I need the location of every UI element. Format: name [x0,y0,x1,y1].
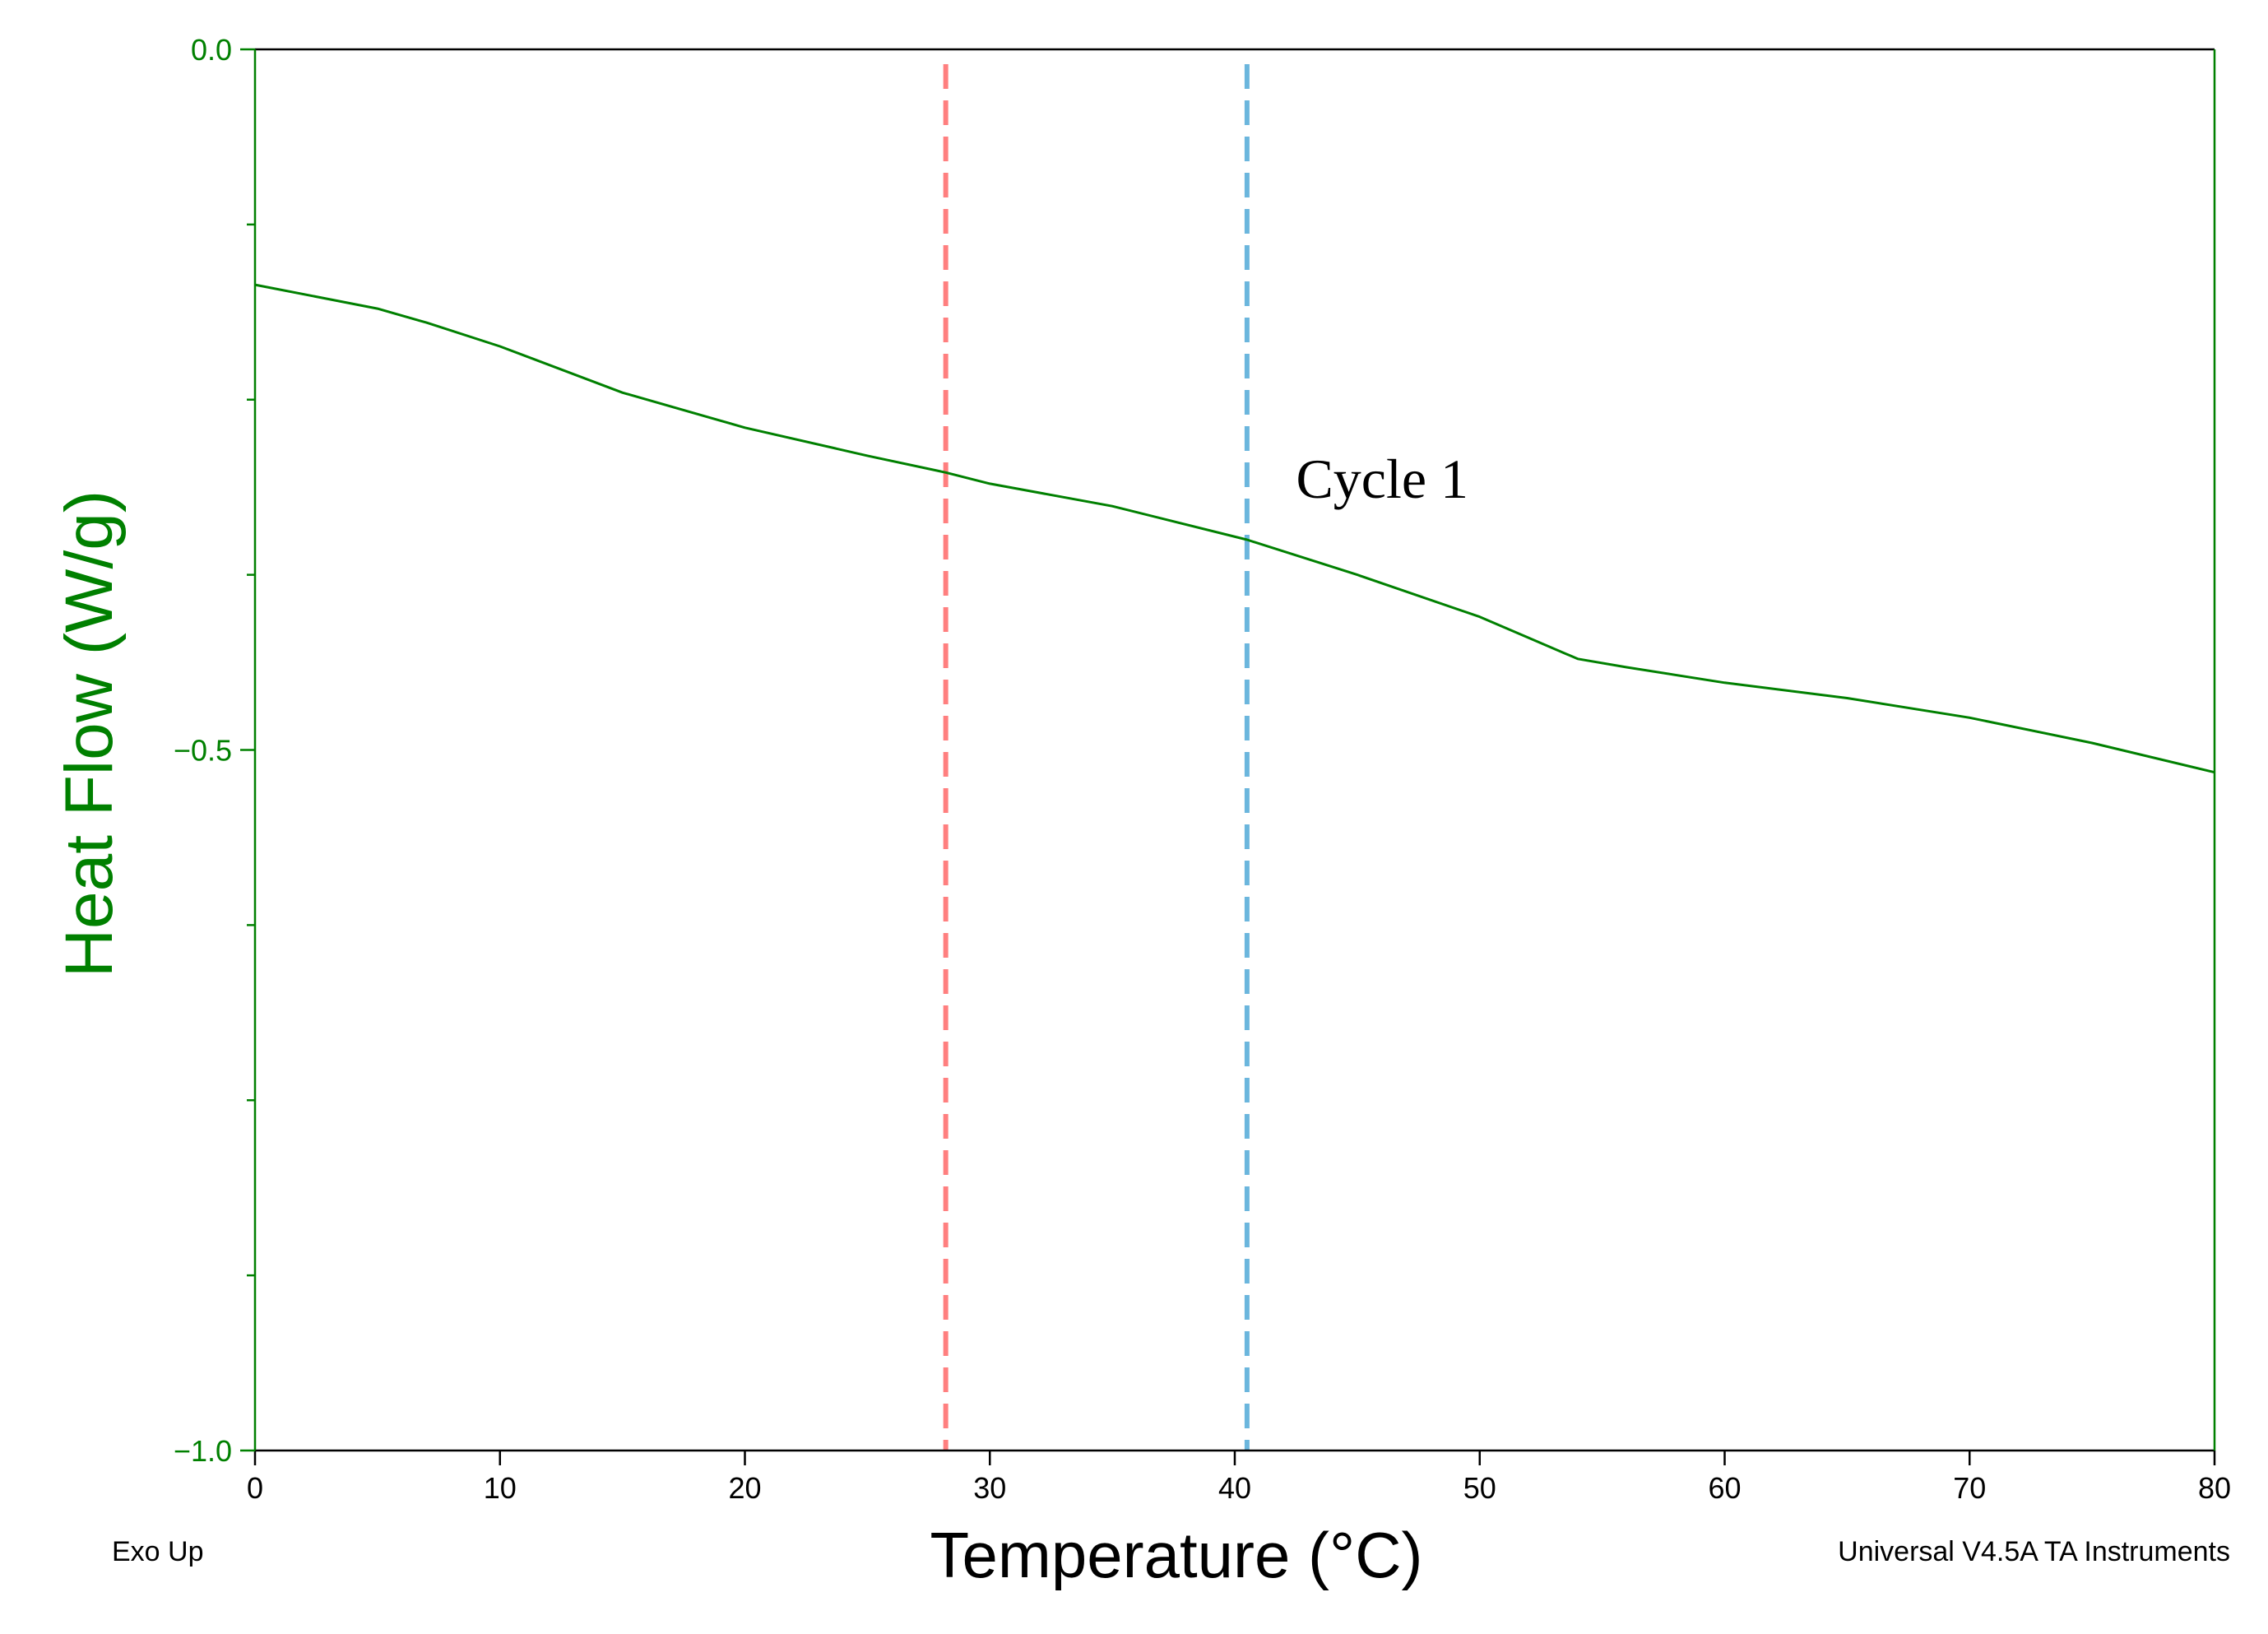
x-tick-label: 10 [484,1471,517,1505]
exo-up-label: Exo Up [112,1536,204,1567]
x-tick-label: 70 [1953,1471,1986,1505]
annotation-cycle-1: Cycle 1 [1296,448,1468,510]
software-version-label: Universal V4.5A TA Instruments [1838,1536,2230,1567]
x-tick-label: 30 [973,1471,1006,1505]
x-tick-label: 40 [1218,1471,1251,1505]
y-tick-label: −0.5 [174,734,232,768]
y-tick-label: 0.0 [191,33,232,67]
x-axis-title: Temperature (°C) [930,1519,1422,1591]
y-axis-title: Heat Flow (W/g) [52,490,127,977]
x-tick-label: 80 [2198,1471,2231,1505]
y-tick-label: −1.0 [174,1434,232,1468]
x-tick-label: 20 [728,1471,761,1505]
series-group [254,283,2215,774]
x-tick-label: 60 [1708,1471,1741,1505]
x-tick-label: 50 [1463,1471,1496,1505]
x-tick-label: 0 [247,1471,263,1505]
series-line-heat-flow [254,283,2215,774]
marker-lines [943,64,1250,1451]
ticks-group: 0 10 20 30 40 50 60 70 80 0.0 −0.5 −1.0 [174,33,2231,1505]
